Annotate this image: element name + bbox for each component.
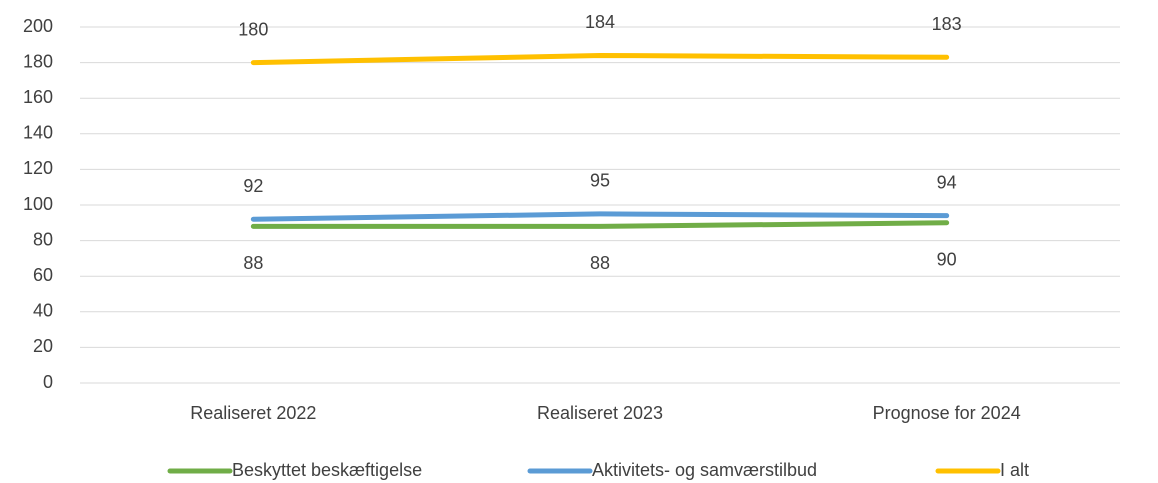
data-label: 92 [243, 176, 263, 196]
data-label: 88 [243, 253, 263, 273]
data-label: 94 [937, 172, 957, 192]
series-line [250, 220, 950, 229]
data-label: 88 [590, 253, 610, 273]
data-label: 180 [238, 19, 268, 39]
y-tick-label: 40 [33, 301, 53, 321]
x-tick-label: Realiseret 2022 [190, 403, 316, 423]
y-tick-label: 60 [33, 265, 53, 285]
series-line [250, 52, 950, 66]
y-tick-label: 120 [23, 158, 53, 178]
data-label: 183 [932, 14, 962, 34]
y-tick-label: 180 [23, 51, 53, 71]
data-label: 184 [585, 12, 615, 32]
legend-label: I alt [1000, 460, 1029, 480]
y-tick-label: 80 [33, 229, 53, 249]
data-label: 95 [590, 171, 610, 191]
x-tick-label: Realiseret 2023 [537, 403, 663, 423]
legend-label: Aktivitets- og samværstilbud [592, 460, 817, 480]
y-tick-label: 140 [23, 123, 53, 143]
y-tick-label: 0 [43, 372, 53, 392]
y-tick-label: 160 [23, 87, 53, 107]
y-tick-label: 20 [33, 336, 53, 356]
legend-label: Beskyttet beskæftigelse [232, 460, 422, 480]
y-tick-label: 200 [23, 16, 53, 36]
y-tick-label: 100 [23, 194, 53, 214]
data-label: 90 [937, 250, 957, 270]
series-line [250, 211, 950, 222]
x-tick-label: Prognose for 2024 [873, 403, 1021, 423]
